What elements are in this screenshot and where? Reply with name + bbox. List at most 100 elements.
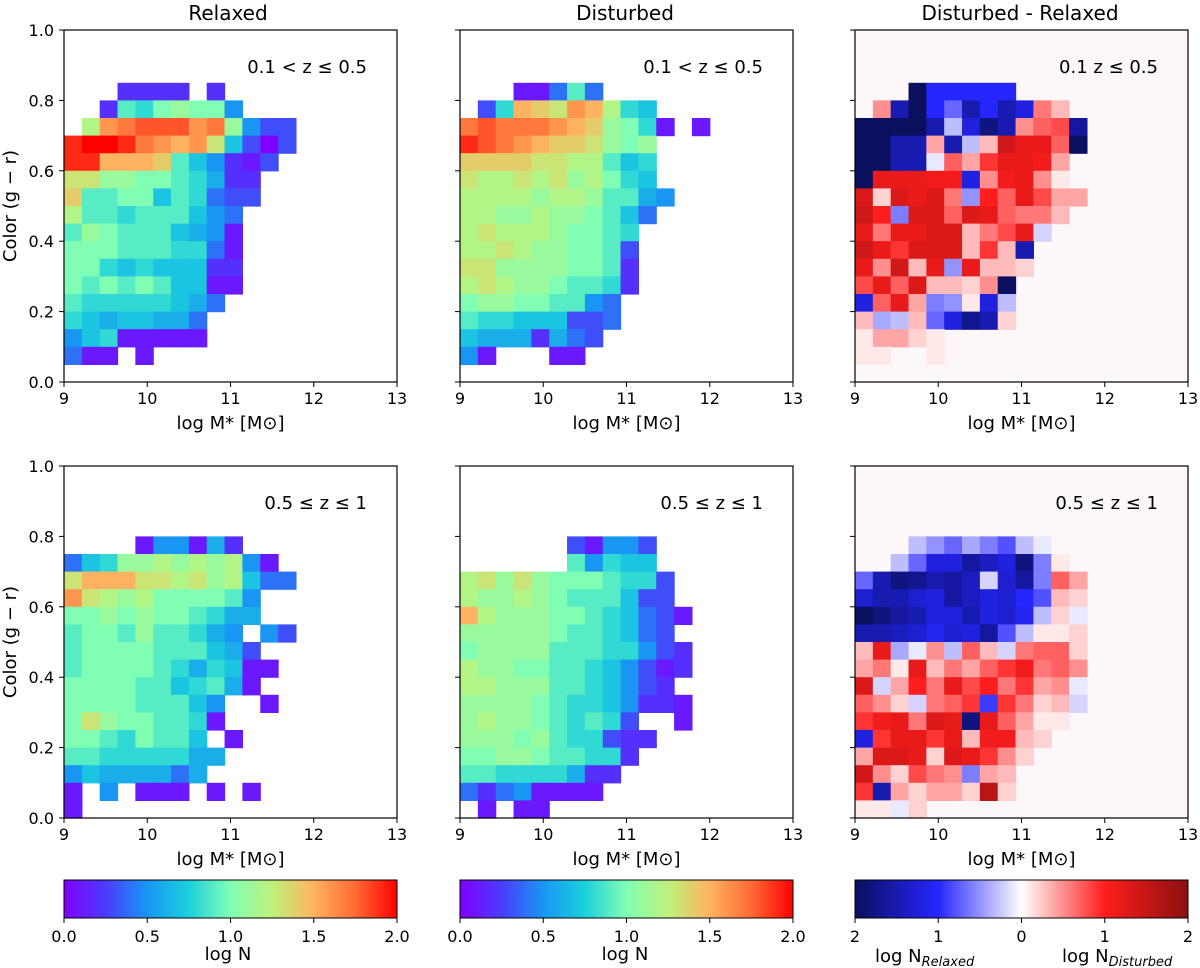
heatmap-cell — [1015, 100, 1034, 119]
colorbar-tick-label: 2.0 — [780, 927, 805, 946]
heatmap-cell — [477, 135, 497, 154]
heatmap-cell — [944, 571, 963, 590]
heatmap-cell — [620, 188, 639, 207]
heatmap-cell — [979, 536, 999, 555]
x-tick-label: 10 — [928, 825, 948, 844]
heatmap-cell — [99, 694, 119, 713]
heatmap-cell — [117, 642, 136, 661]
heatmap-cell — [117, 311, 136, 330]
heatmap-cell — [567, 82, 586, 101]
panel-disturbed-high: 9 10 11 12 13 log M* [M⊙] 0.5 ≤ z ≤ 1 — [455, 465, 803, 870]
heatmap-cell — [531, 170, 550, 189]
heatmap-cell — [477, 276, 497, 295]
heatmap-cell — [224, 571, 243, 590]
heatmap-cell — [135, 311, 154, 330]
heatmap-cell — [944, 100, 963, 119]
heatmap-cell — [460, 153, 479, 172]
heatmap-cell — [979, 258, 999, 277]
heatmap-cell — [567, 258, 586, 277]
heatmap-cell — [855, 311, 874, 330]
heatmap-cell — [855, 659, 874, 678]
heatmap-cell — [962, 694, 981, 713]
heatmap-cell — [872, 294, 892, 313]
heatmap-cell — [997, 223, 1017, 242]
heatmap-cell — [1033, 536, 1052, 555]
heatmap-cell — [99, 329, 119, 348]
heatmap-cell — [117, 747, 136, 766]
heatmap-cell — [855, 223, 874, 242]
colorbar-tick-label: 0.5 — [531, 927, 556, 946]
heatmap-cell — [460, 188, 479, 207]
heatmap-cell — [171, 135, 190, 154]
heatmap-cell — [188, 712, 208, 731]
heatmap-cell — [206, 100, 226, 119]
heatmap-cell — [188, 659, 208, 678]
heatmap-cell — [872, 747, 892, 766]
heatmap-cell — [962, 712, 981, 731]
heatmap-cell — [584, 135, 604, 154]
x-tick-label: 12 — [304, 389, 324, 408]
heatmap-cell — [153, 135, 172, 154]
heatmap-cell — [171, 206, 190, 225]
heatmap-cell — [260, 118, 279, 137]
heatmap-cell — [460, 782, 479, 801]
heatmap-cell — [584, 677, 604, 696]
heatmap-cell — [890, 276, 910, 295]
heatmap-cell — [153, 294, 172, 313]
heatmap-cell — [477, 624, 497, 643]
heatmap-cell — [638, 153, 657, 172]
heatmap-cell — [1051, 135, 1070, 154]
heatmap-cell — [567, 571, 586, 590]
heatmap-cell — [602, 694, 622, 713]
colorbar-tick-label: 0.0 — [447, 927, 472, 946]
heatmap-cell — [460, 747, 479, 766]
heatmap-cell — [206, 694, 226, 713]
heatmap-cell — [908, 135, 927, 154]
heatmap-cell — [495, 571, 515, 590]
heatmap-cell — [171, 82, 190, 101]
heatmap-cell — [81, 223, 101, 242]
heatmap-cell — [549, 135, 568, 154]
heatmap-cell — [64, 747, 83, 766]
heatmap-cell — [206, 241, 226, 260]
heatmap-cell — [153, 241, 172, 260]
redshift-annotation: 0.5 ≤ z ≤ 1 — [1055, 493, 1158, 514]
heatmap-cell — [602, 606, 622, 625]
heatmap-cell — [620, 206, 639, 225]
x-tick-label: 10 — [928, 389, 948, 408]
heatmap-cell — [531, 188, 550, 207]
heatmap-cell — [620, 624, 639, 643]
heatmap-cell — [460, 118, 479, 137]
heatmap-cell — [81, 571, 101, 590]
heatmap-cell — [1069, 624, 1088, 643]
heatmap-cell — [171, 765, 190, 784]
heatmap-cell — [171, 258, 190, 277]
heatmap-cell — [620, 100, 639, 119]
heatmap-cell — [117, 82, 136, 101]
heatmap-cell — [567, 747, 586, 766]
heatmap-cell — [495, 294, 515, 313]
panel-diff-low: 9 10 11 12 13 log M* [M⊙] 0.1 z ≤ 0.5 — [850, 29, 1198, 434]
x-tick-label: 12 — [304, 825, 324, 844]
heatmap-cell — [979, 747, 999, 766]
heatmap-cell — [495, 659, 515, 678]
heatmap-cell — [117, 677, 136, 696]
heatmap-cell — [224, 153, 243, 172]
x-tick-label: 9 — [455, 825, 465, 844]
heatmap-cell — [64, 800, 83, 819]
heatmap-cell — [890, 100, 910, 119]
heatmap-cell — [979, 100, 999, 119]
heatmap-cell — [962, 747, 981, 766]
x-tick-label: 10 — [137, 389, 157, 408]
heatmap-cell — [99, 765, 119, 784]
heatmap-cell — [656, 606, 675, 625]
heatmap-cell — [117, 571, 136, 590]
x-tick-label: 13 — [783, 825, 803, 844]
heatmap-cell — [153, 677, 172, 696]
heatmap-cell — [1015, 642, 1034, 661]
heatmap-cell — [1069, 135, 1088, 154]
heatmap-cell — [242, 170, 261, 189]
heatmap-cell — [206, 223, 226, 242]
heatmap-cell — [602, 223, 622, 242]
heatmap-cell — [495, 188, 515, 207]
